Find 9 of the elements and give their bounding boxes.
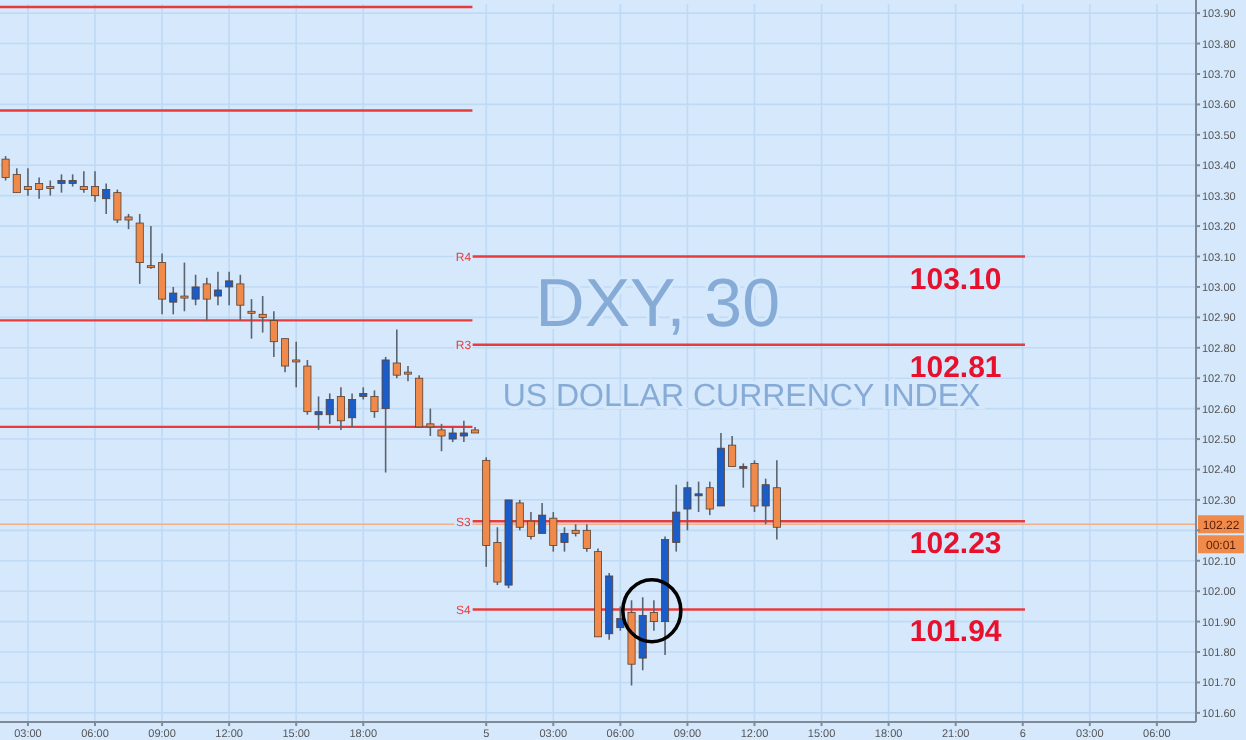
candlestick (258, 295, 267, 334)
annotation: 103.10 (909, 262, 1002, 297)
text: US DOLLAR CURRENCY INDEX (502, 380, 982, 415)
annotation: 102.23 (909, 527, 1002, 562)
candlestick (247, 298, 256, 340)
annotation: 102.81 (909, 350, 1002, 385)
candlestick (135, 213, 144, 285)
text: DXY, 30 (535, 265, 781, 342)
annotation: 101.94 (909, 615, 1003, 650)
